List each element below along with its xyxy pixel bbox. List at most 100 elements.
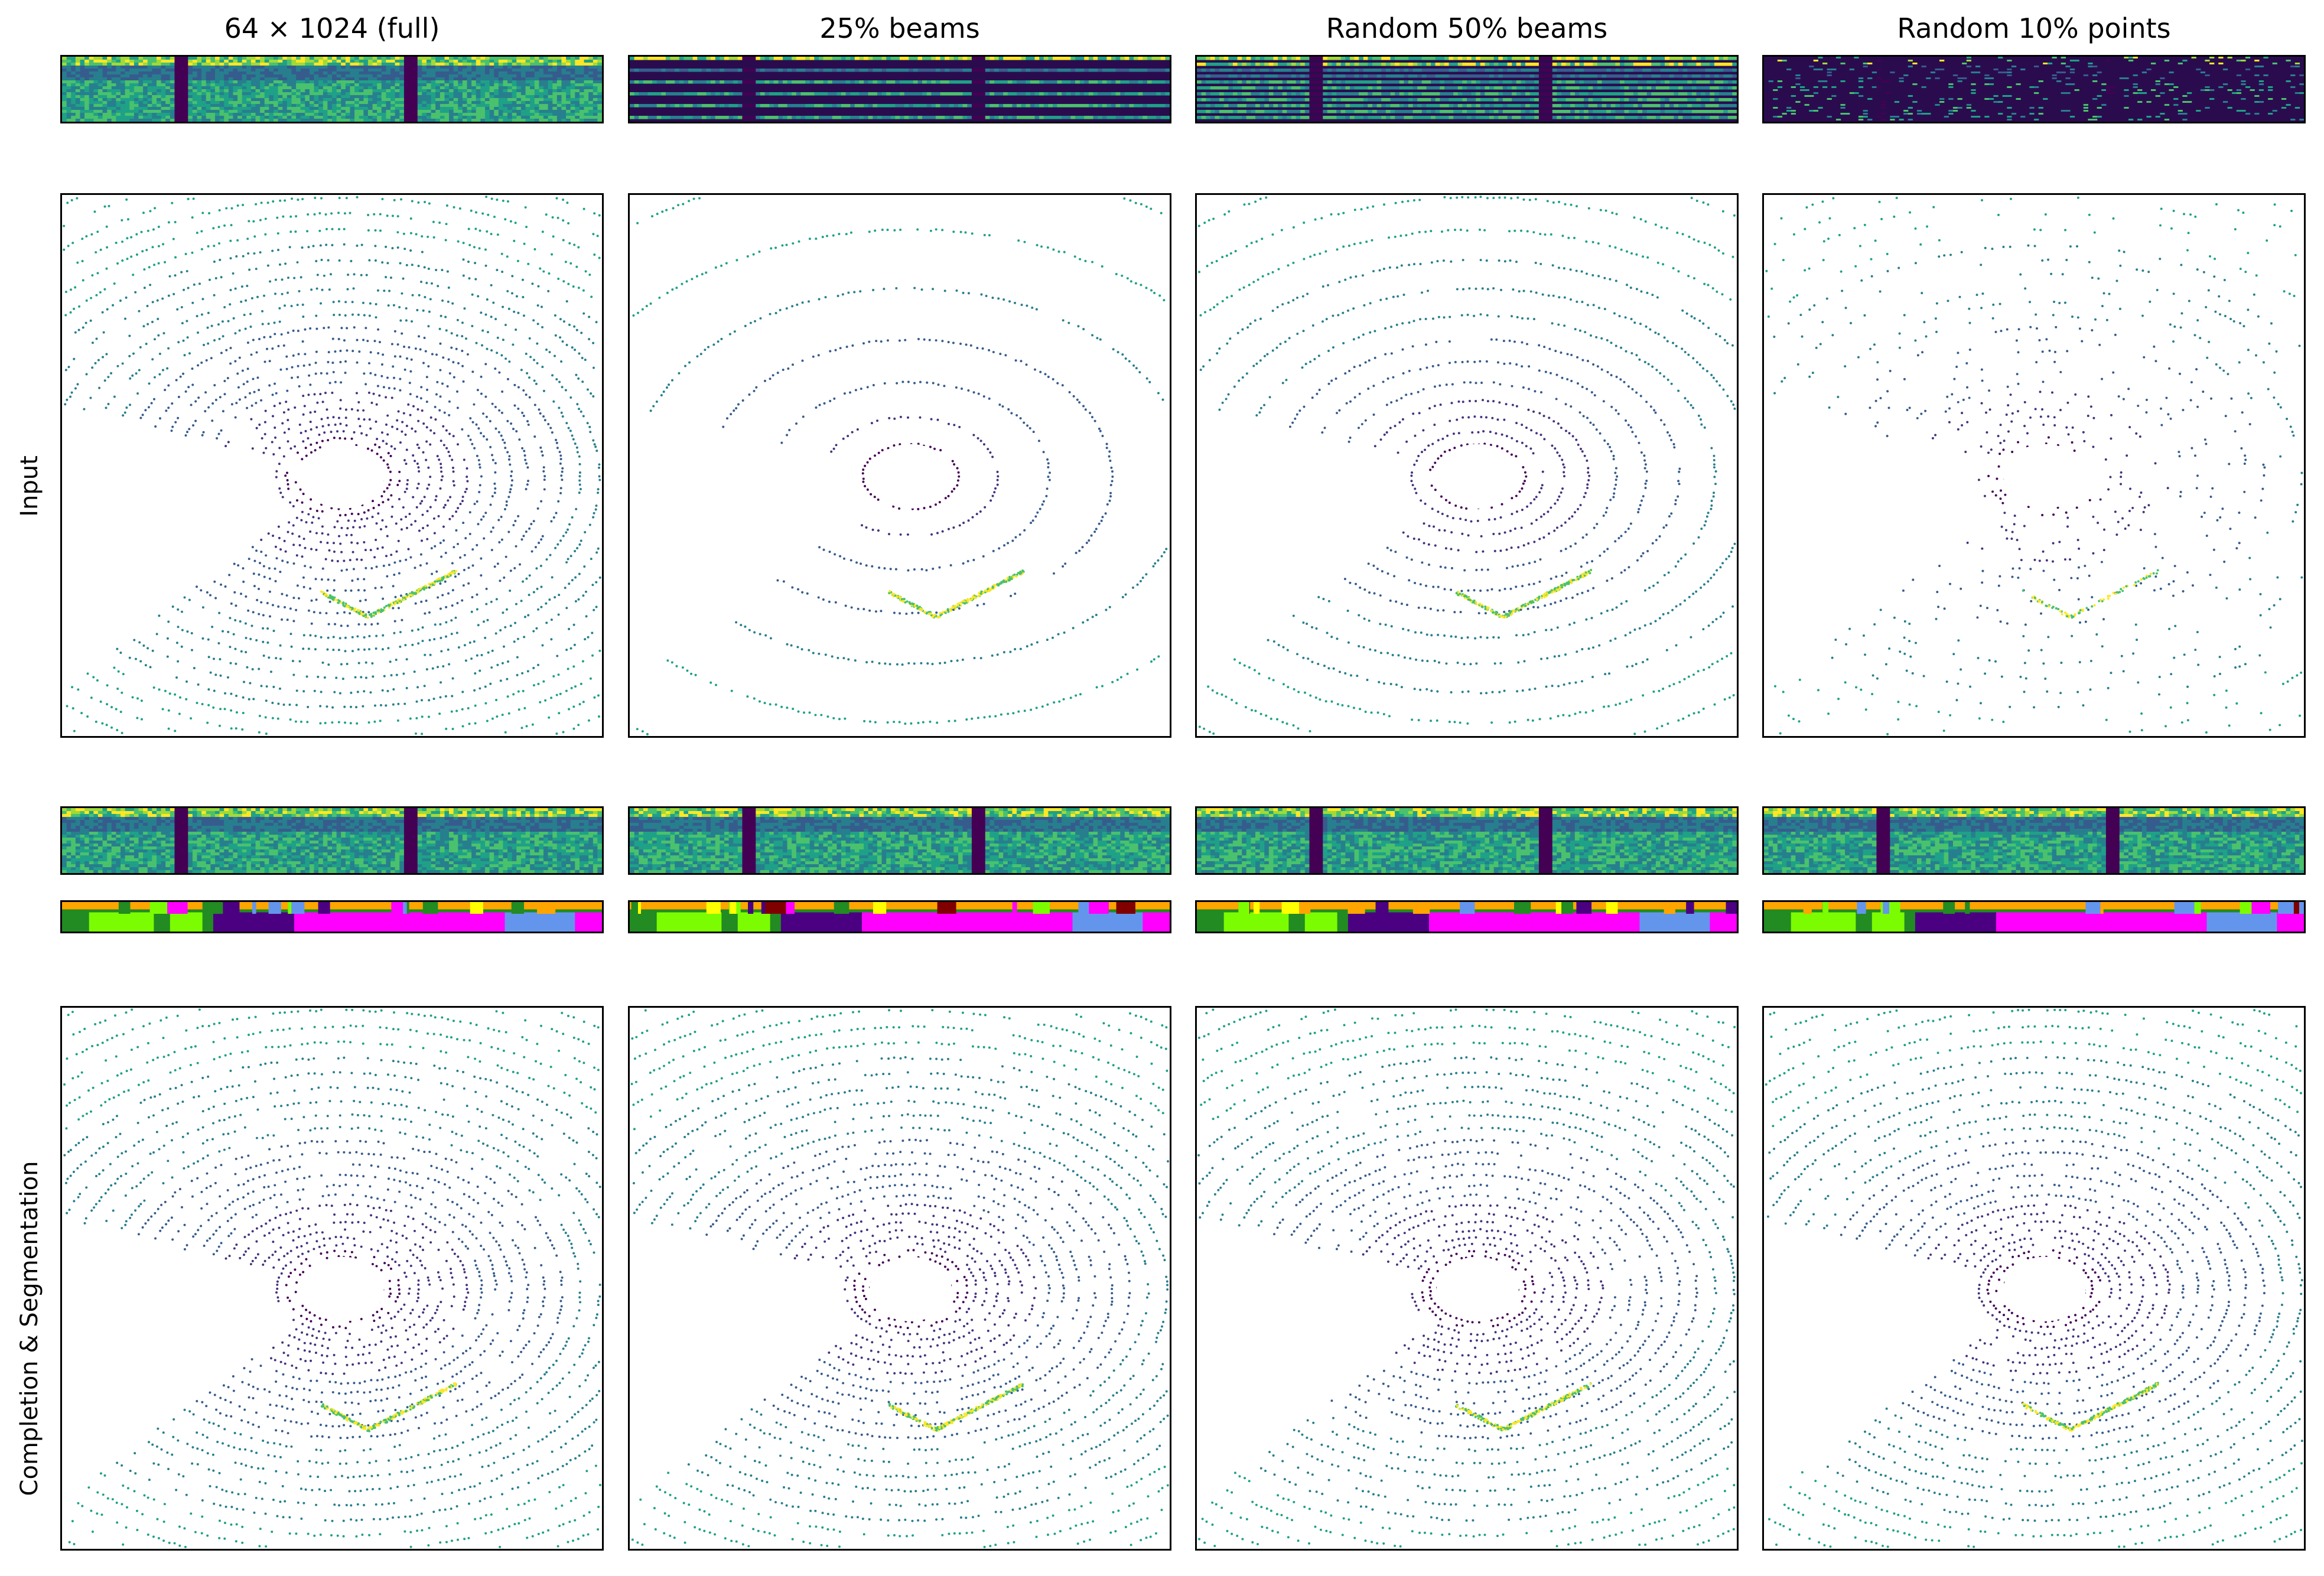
point [125, 1506, 128, 1509]
point [438, 1509, 441, 1512]
point [581, 1102, 584, 1105]
point [516, 259, 519, 262]
point [561, 415, 564, 418]
point [366, 1057, 369, 1060]
point [360, 558, 363, 561]
point [447, 450, 450, 453]
point [233, 591, 236, 594]
point [862, 480, 865, 483]
point [552, 1363, 555, 1366]
point [258, 613, 261, 616]
point [502, 438, 504, 441]
point [518, 1252, 521, 1255]
point [198, 282, 201, 285]
point [487, 651, 490, 654]
point [404, 1515, 407, 1518]
input-range-image-beams25 [628, 55, 1171, 123]
point [222, 1442, 224, 1445]
point [217, 323, 220, 326]
point [362, 301, 364, 304]
point [385, 525, 388, 528]
point [573, 1057, 576, 1060]
point [462, 522, 465, 525]
point [377, 503, 380, 506]
point [325, 243, 328, 246]
point [305, 1242, 308, 1245]
point [451, 1345, 454, 1348]
point [63, 1083, 66, 1086]
point [400, 1362, 403, 1365]
point [292, 1167, 295, 1170]
point [292, 620, 295, 623]
point [368, 1533, 371, 1536]
point [357, 1402, 360, 1405]
point [325, 227, 328, 230]
point [350, 437, 353, 440]
point [237, 564, 240, 567]
point [73, 357, 76, 360]
point [277, 525, 280, 528]
point [416, 443, 419, 446]
point [307, 1072, 310, 1075]
point [549, 1412, 552, 1415]
point [141, 718, 144, 721]
point [331, 337, 334, 340]
point [106, 703, 109, 706]
point [213, 1023, 216, 1025]
point [225, 349, 228, 351]
point [359, 1412, 362, 1415]
point [80, 1071, 83, 1074]
point [244, 327, 247, 330]
point [438, 1449, 441, 1451]
point [502, 1118, 504, 1121]
point [876, 419, 879, 422]
point [392, 1386, 395, 1389]
point [280, 1272, 283, 1275]
point [315, 287, 318, 290]
point [125, 1011, 128, 1014]
point [123, 1090, 125, 1093]
point [360, 1317, 363, 1320]
point [346, 1363, 349, 1366]
point [165, 1223, 168, 1226]
point [515, 1416, 518, 1419]
point [121, 691, 123, 694]
point [382, 1434, 385, 1437]
point [327, 360, 330, 363]
point [548, 1490, 551, 1493]
point [383, 606, 386, 609]
point [205, 1187, 208, 1190]
point [392, 607, 395, 610]
point [473, 1485, 476, 1488]
point [591, 1154, 594, 1157]
point [316, 273, 319, 276]
point [329, 595, 332, 598]
point [587, 636, 590, 639]
point [554, 546, 557, 549]
point [953, 487, 956, 490]
point [343, 611, 346, 614]
point [370, 1214, 373, 1217]
point [220, 1242, 223, 1245]
point [445, 1525, 448, 1528]
point [555, 1108, 558, 1111]
point [438, 1434, 441, 1437]
segmentation-map-full [60, 900, 604, 933]
column-title-full: 64 × 1024 (full) [60, 11, 604, 46]
point [177, 416, 180, 419]
point [112, 304, 115, 307]
point [245, 637, 248, 639]
point [298, 423, 301, 426]
point [240, 650, 243, 653]
point [309, 1101, 312, 1104]
point [597, 1304, 600, 1306]
point [492, 1147, 495, 1150]
point [430, 1164, 433, 1167]
point [496, 1426, 499, 1429]
point [468, 532, 471, 535]
point [227, 1235, 230, 1238]
point [191, 216, 194, 219]
point [550, 618, 553, 621]
point [526, 372, 529, 375]
point [555, 1359, 558, 1362]
